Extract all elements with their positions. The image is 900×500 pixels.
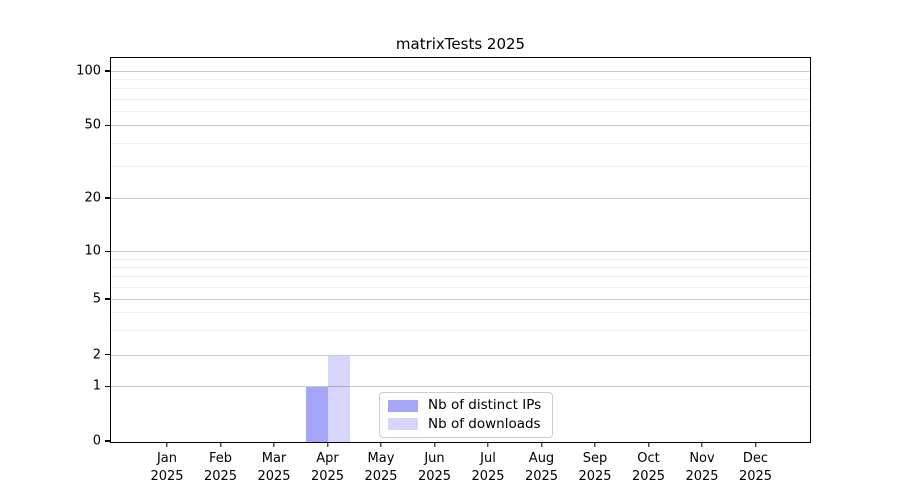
y-tick-label-1: 1 <box>92 378 101 394</box>
minor-gridline-3 <box>111 329 810 331</box>
x-tick-label-aug: Aug 2025 <box>524 451 559 484</box>
major-gridline-100 <box>111 70 810 72</box>
minor-gridline-6 <box>111 286 810 288</box>
y-tick-2 <box>104 353 110 356</box>
x-tick-jan <box>166 442 168 447</box>
major-gridline-5 <box>111 299 810 301</box>
x-tick-label-oct: Oct 2025 <box>631 451 666 484</box>
y-tick-0 <box>104 440 110 442</box>
minor-gridline-7 <box>111 276 810 277</box>
legend-swatch-downloads <box>388 418 418 431</box>
x-tick-dec <box>754 442 757 447</box>
y-tick-label-10: 10 <box>84 243 101 259</box>
x-tick-label-dec: Dec 2025 <box>738 451 773 484</box>
y-tick-10 <box>104 250 110 253</box>
major-gridline-10 <box>111 251 810 253</box>
minor-gridline-70 <box>111 98 810 100</box>
x-tick-jul <box>487 442 489 447</box>
x-tick-label-sep: Sep 2025 <box>578 451 612 484</box>
y-tick-label-0: 0 <box>92 433 101 449</box>
y-tick-5 <box>104 298 110 300</box>
x-tick-label-may: May 2025 <box>364 451 398 484</box>
major-gridline-20 <box>111 197 810 199</box>
minor-gridline-8 <box>111 266 810 268</box>
x-tick-label-mar: Mar 2025 <box>257 451 291 484</box>
y-tick-20 <box>104 197 110 199</box>
x-tick-nov <box>701 442 703 447</box>
x-tick-label-apr: Apr 2025 <box>310 451 345 484</box>
y-tick-1 <box>104 385 110 388</box>
minor-gridline-4 <box>111 312 810 314</box>
legend-label-distinct-ips: Nb of distinct IPs <box>428 397 542 413</box>
x-tick-oct <box>647 442 650 447</box>
legend-row-distinct-ips: Nb of distinct IPs <box>388 397 542 413</box>
x-tick-jun <box>433 442 436 447</box>
x-tick-aug <box>540 442 543 447</box>
major-gridline-1 <box>111 386 810 388</box>
legend-row-downloads: Nb of downloads <box>388 415 541 432</box>
y-tick-100 <box>104 70 110 72</box>
minor-gridline-30 <box>111 165 810 167</box>
y-tick-label-2: 2 <box>92 347 101 363</box>
legend-swatch-distinct-ips <box>388 399 418 412</box>
minor-gridline-9 <box>111 258 810 260</box>
x-tick-feb <box>219 442 222 447</box>
minor-gridline-90 <box>111 79 810 81</box>
x-tick-apr <box>326 442 329 447</box>
y-tick-label-5: 5 <box>92 291 101 307</box>
bar-apr-distinct-ips <box>305 387 328 442</box>
x-tick-mar <box>273 442 275 447</box>
legend-label-downloads: Nb of downloads <box>428 415 541 432</box>
y-tick-label-20: 20 <box>84 190 101 206</box>
x-tick-label-nov: Nov 2025 <box>685 451 719 484</box>
x-tick-label-jan: Jan 2025 <box>150 451 184 484</box>
y-tick-50 <box>104 124 110 127</box>
major-gridline-2 <box>111 354 810 356</box>
chart-title: matrixTests 2025 <box>395 35 526 53</box>
x-tick-label-jul: Jul 2025 <box>471 451 505 484</box>
x-tick-may <box>380 442 382 447</box>
minor-gridline-60 <box>111 111 810 113</box>
x-tick-label-feb: Feb 2025 <box>203 451 238 484</box>
plot-area: Nb of distinct IPs Nb of downloads 100 50… <box>76 57 811 484</box>
y-tick-label-100: 100 <box>76 63 101 79</box>
minor-gridline-80 <box>111 88 810 90</box>
y-tick-label-50: 50 <box>84 117 101 133</box>
minor-gridline-40 <box>111 143 810 145</box>
major-gridline-50 <box>111 125 810 127</box>
legend: Nb of distinct IPs Nb of downloads <box>379 392 554 438</box>
x-tick-label-jun: Jun 2025 <box>417 451 452 484</box>
bar-apr-downloads <box>327 355 350 442</box>
x-tick-sep <box>594 442 596 447</box>
